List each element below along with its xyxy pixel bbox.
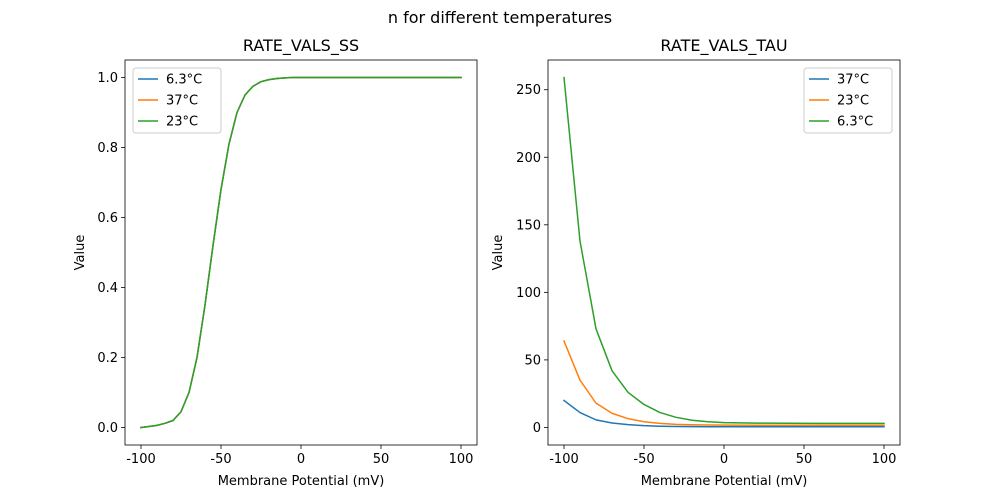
legend-frame bbox=[803, 67, 893, 134]
figure-title: n for different temperatures bbox=[388, 8, 612, 27]
x-tick-label: -100 bbox=[549, 452, 579, 467]
legend-label: 6.3°C bbox=[166, 73, 202, 88]
x-axis-label: Membrane Potential (mV) bbox=[641, 474, 808, 489]
x-axis-label: Membrane Potential (mV) bbox=[218, 474, 385, 489]
legend-frame bbox=[132, 67, 222, 134]
legend-label: 6.3°C bbox=[837, 115, 873, 130]
x-tick-label: 100 bbox=[872, 452, 897, 467]
x-tick-label: -50 bbox=[210, 452, 231, 467]
x-tick-label: 50 bbox=[796, 452, 813, 467]
x-tick-label: 0 bbox=[720, 452, 728, 467]
legend-label: 37°C bbox=[837, 73, 869, 88]
y-tick-label: 250 bbox=[516, 83, 541, 98]
series-line-23c bbox=[140, 76, 462, 429]
legend: 6.3°C 37°C 23°C bbox=[132, 67, 222, 134]
y-tick-label: 100 bbox=[516, 286, 541, 301]
legend-label: 37°C bbox=[166, 94, 198, 109]
series-line-6-3c bbox=[563, 76, 885, 425]
y-tick-label: 150 bbox=[516, 218, 541, 233]
y-axis-label: Value bbox=[73, 235, 88, 271]
series-lines bbox=[562, 76, 885, 428]
series-line-37c bbox=[562, 399, 885, 428]
series-line-23c bbox=[563, 340, 885, 427]
x-tick-label: 0 bbox=[297, 452, 305, 467]
y-tick-label: 0.6 bbox=[97, 211, 118, 226]
y-tick-label: 0.2 bbox=[97, 351, 118, 366]
y-tick-label: 1.0 bbox=[97, 71, 118, 86]
y-tick-label: 0.8 bbox=[97, 141, 118, 156]
subplot-rate-vals-tau: RATE_VALS_TAU -100 -50 0 50 100 0 50 100 150 200 25… bbox=[491, 36, 901, 489]
axes-title: RATE_VALS_SS bbox=[243, 36, 359, 56]
legend-label: 23°C bbox=[837, 94, 869, 109]
subplot-rate-vals-ss: RATE_VALS_SS -100 -50 0 50 100 0.0 0.2 0.4 0.6 0.8… bbox=[73, 36, 478, 489]
y-tick-label: 0 bbox=[533, 421, 541, 436]
y-tick-label: 0.4 bbox=[97, 281, 118, 296]
series-lines bbox=[140, 76, 462, 429]
x-tick-label: -50 bbox=[633, 452, 654, 467]
y-tick-label: 200 bbox=[516, 151, 541, 166]
legend: 37°C 23°C 6.3°C bbox=[803, 67, 893, 134]
x-tick-label: -100 bbox=[126, 452, 156, 467]
y-axis-label: Value bbox=[491, 235, 506, 271]
x-tick-label: 100 bbox=[449, 452, 474, 467]
y-tick-label: 50 bbox=[524, 353, 541, 368]
x-tick-label: 50 bbox=[373, 452, 390, 467]
legend-label: 23°C bbox=[166, 115, 198, 130]
y-tick-label: 0.0 bbox=[97, 421, 118, 436]
axes-title: RATE_VALS_TAU bbox=[660, 36, 787, 56]
